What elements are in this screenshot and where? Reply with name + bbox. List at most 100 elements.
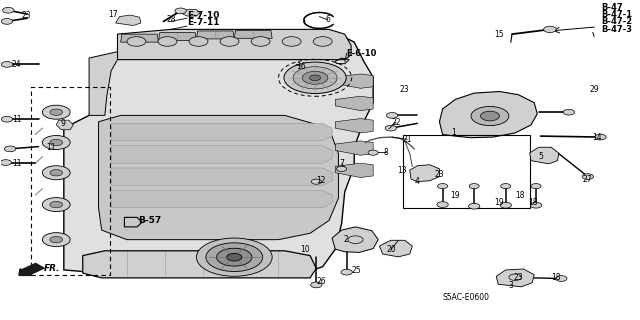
Circle shape <box>582 174 593 180</box>
Circle shape <box>42 197 70 212</box>
Text: E-6-10: E-6-10 <box>347 49 377 58</box>
Circle shape <box>227 253 242 261</box>
Circle shape <box>4 146 16 152</box>
Text: 11: 11 <box>12 159 21 168</box>
Circle shape <box>0 160 12 165</box>
Circle shape <box>284 62 346 93</box>
Text: 23: 23 <box>21 11 31 20</box>
Circle shape <box>313 37 332 46</box>
Polygon shape <box>196 31 234 39</box>
Circle shape <box>341 269 353 275</box>
Text: 19: 19 <box>451 190 460 200</box>
Circle shape <box>311 179 321 184</box>
Polygon shape <box>83 251 316 278</box>
Circle shape <box>50 236 63 243</box>
Text: B-47: B-47 <box>602 3 623 12</box>
Circle shape <box>337 166 347 172</box>
Text: 17: 17 <box>108 10 118 19</box>
Circle shape <box>196 238 272 276</box>
Text: 16: 16 <box>296 61 305 70</box>
Polygon shape <box>121 34 159 42</box>
Polygon shape <box>335 96 373 111</box>
Text: S5AC-E0600: S5AC-E0600 <box>443 293 490 302</box>
Polygon shape <box>335 163 373 178</box>
Circle shape <box>468 203 480 209</box>
Text: 29: 29 <box>589 85 599 94</box>
Circle shape <box>282 37 301 46</box>
Polygon shape <box>180 10 200 16</box>
Circle shape <box>175 8 186 14</box>
Text: B-47-3: B-47-3 <box>602 25 633 34</box>
Circle shape <box>127 37 146 46</box>
Text: B-57: B-57 <box>138 216 161 225</box>
Circle shape <box>500 184 511 189</box>
Circle shape <box>469 184 479 189</box>
Text: 2: 2 <box>343 235 348 244</box>
Text: 6: 6 <box>325 15 330 24</box>
Text: E-7-11: E-7-11 <box>187 19 220 28</box>
Text: 8: 8 <box>383 148 388 156</box>
Bar <box>31 87 110 275</box>
Text: 27: 27 <box>583 175 593 184</box>
Text: 23: 23 <box>400 85 410 94</box>
Text: 24: 24 <box>12 60 21 69</box>
Circle shape <box>531 202 541 208</box>
Circle shape <box>385 125 397 131</box>
Circle shape <box>302 71 328 84</box>
Bar <box>403 134 530 208</box>
Circle shape <box>42 105 70 119</box>
Text: 13: 13 <box>397 166 406 175</box>
Text: 23: 23 <box>435 170 444 179</box>
Text: 1: 1 <box>452 128 456 137</box>
Circle shape <box>387 113 398 118</box>
Polygon shape <box>118 29 351 60</box>
Polygon shape <box>111 168 332 186</box>
Text: 22: 22 <box>391 118 401 127</box>
Text: 15: 15 <box>495 30 504 39</box>
Polygon shape <box>410 165 440 182</box>
Text: 10: 10 <box>300 245 310 254</box>
Circle shape <box>481 111 499 121</box>
Circle shape <box>220 37 239 46</box>
Circle shape <box>1 61 13 67</box>
Polygon shape <box>159 33 196 41</box>
Text: 7: 7 <box>339 159 344 168</box>
Text: 4: 4 <box>415 177 420 186</box>
Circle shape <box>500 202 511 208</box>
Circle shape <box>595 134 606 140</box>
Polygon shape <box>111 190 332 208</box>
Text: E-7-10: E-7-10 <box>187 11 220 20</box>
Text: 20: 20 <box>386 245 396 254</box>
Text: 21: 21 <box>403 135 412 144</box>
Circle shape <box>310 282 322 288</box>
Text: B-47-1: B-47-1 <box>602 10 633 19</box>
Circle shape <box>543 26 556 33</box>
Circle shape <box>50 109 63 116</box>
FancyArrow shape <box>19 263 44 276</box>
Circle shape <box>50 139 63 146</box>
Circle shape <box>189 37 208 46</box>
Text: 11: 11 <box>12 115 21 124</box>
Text: 5: 5 <box>539 152 543 161</box>
Circle shape <box>251 37 270 46</box>
Circle shape <box>1 116 13 122</box>
Polygon shape <box>99 116 339 240</box>
Polygon shape <box>332 227 378 252</box>
Polygon shape <box>64 33 373 273</box>
Circle shape <box>531 184 541 189</box>
Polygon shape <box>234 30 272 38</box>
Text: 19: 19 <box>495 197 504 206</box>
Circle shape <box>310 75 321 81</box>
Polygon shape <box>111 123 332 141</box>
Text: 3: 3 <box>508 281 513 290</box>
Text: FR.: FR. <box>44 264 60 274</box>
Polygon shape <box>530 147 559 164</box>
Text: 9: 9 <box>60 119 65 128</box>
Polygon shape <box>89 52 118 116</box>
Polygon shape <box>496 269 534 287</box>
Circle shape <box>563 109 575 115</box>
Circle shape <box>293 67 337 89</box>
Polygon shape <box>335 119 373 133</box>
Text: 26: 26 <box>317 277 326 286</box>
Circle shape <box>42 233 70 247</box>
